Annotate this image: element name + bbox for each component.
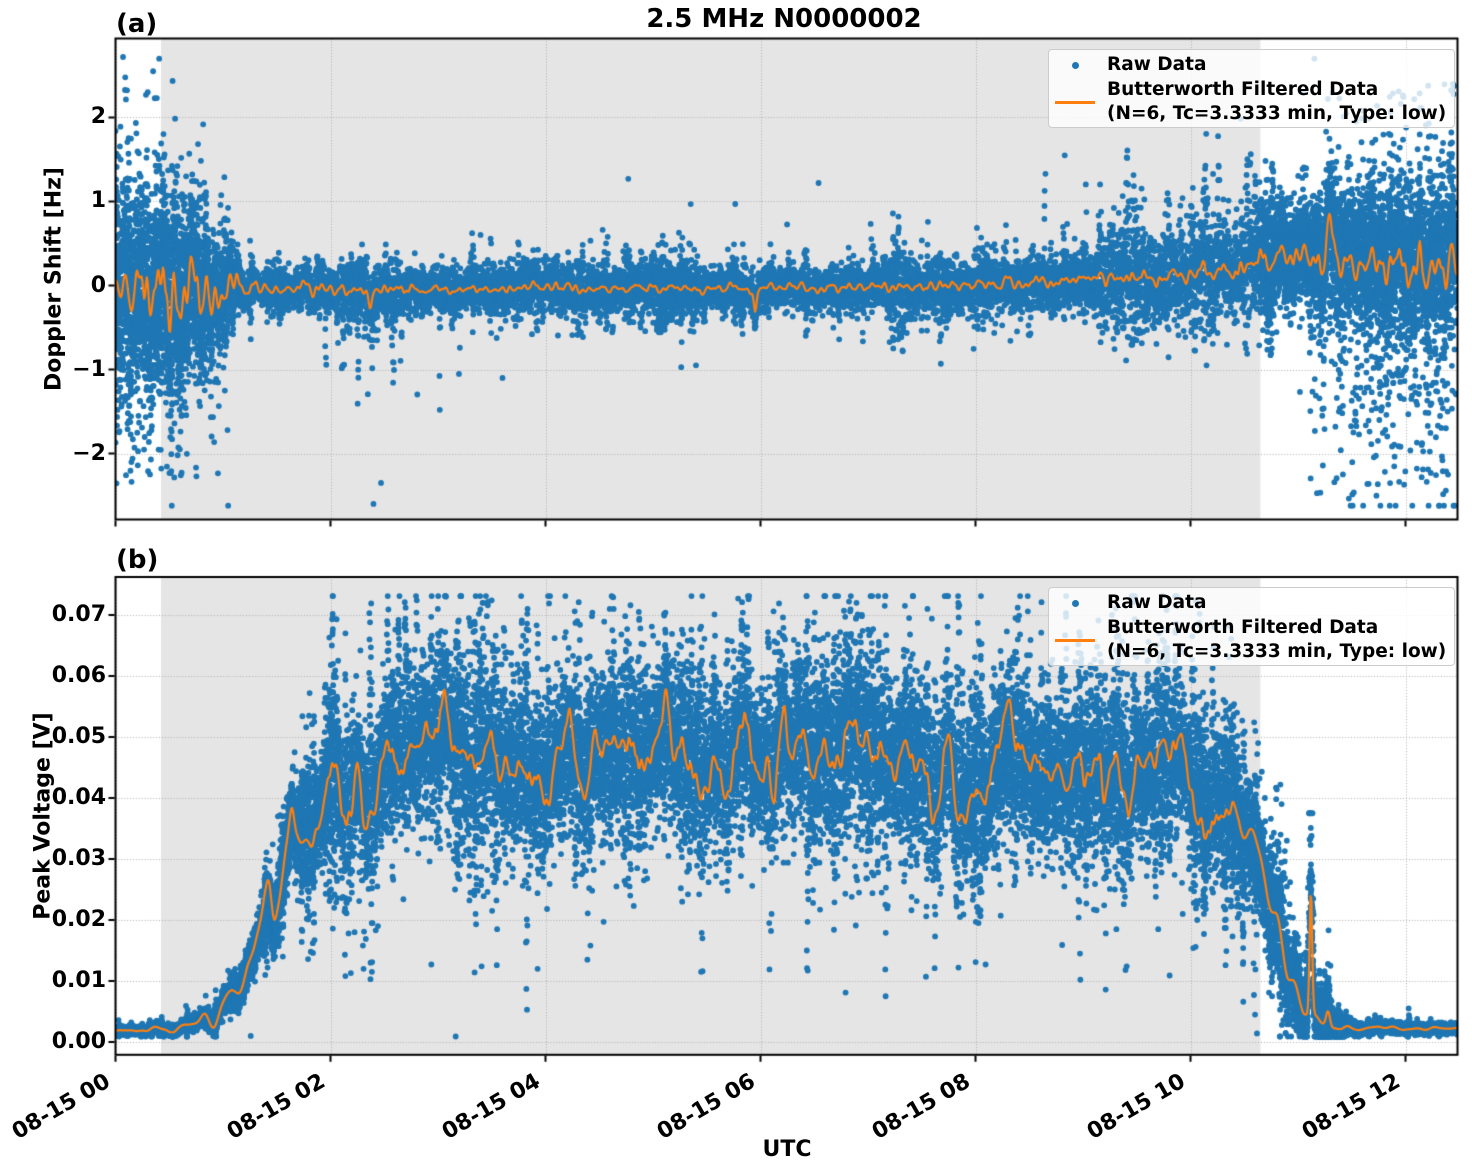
y-tick-label-b: 0.01 bbox=[51, 967, 106, 993]
legend-filtered-sublabel: (N=6, Tc=3.3333 min, Type: low) bbox=[1107, 641, 1447, 662]
chart-title: 2.5 MHz N0000002 bbox=[646, 4, 922, 34]
y-tick-label-a: −2 bbox=[72, 440, 106, 466]
legend-b: Raw Data Butterworth Filtered Data (N=6,… bbox=[1048, 587, 1455, 666]
y-tick-label-b: 0.00 bbox=[51, 1028, 106, 1054]
legend-raw-label: Raw Data bbox=[1107, 54, 1207, 75]
legend-filtered-marker-icon bbox=[1055, 638, 1095, 642]
y-axis-label-a: Doppler Shift [Hz] bbox=[41, 167, 67, 391]
legend-raw-marker-icon bbox=[1071, 61, 1079, 69]
y-tick-label-b: 0.02 bbox=[51, 906, 106, 932]
legend-entry-raw: Raw Data bbox=[1053, 590, 1446, 616]
x-axis-label: UTC bbox=[762, 1137, 812, 1162]
legend-entry-filtered: Butterworth Filtered Data (N=6, Tc=3.333… bbox=[1053, 78, 1446, 126]
y-tick-label-b: 0.05 bbox=[51, 723, 106, 749]
legend-filtered-marker-icon bbox=[1055, 100, 1095, 104]
y-tick-label-b: 0.04 bbox=[51, 784, 106, 810]
legend-raw-label: Raw Data bbox=[1107, 592, 1207, 613]
legend-entry-raw: Raw Data bbox=[1053, 52, 1446, 78]
y-tick-label-b: 0.07 bbox=[51, 602, 106, 627]
y-tick-label-b: 0.06 bbox=[51, 663, 106, 688]
legend-filtered-label: Butterworth Filtered Data bbox=[1107, 79, 1379, 100]
y-tick-label-a: 2 bbox=[90, 104, 106, 130]
legend-raw-marker-icon bbox=[1071, 599, 1079, 607]
y-tick-label-a: 1 bbox=[90, 188, 106, 214]
y-tick-label-a: −1 bbox=[72, 356, 106, 382]
y-tick-label-b: 0.03 bbox=[51, 845, 106, 871]
legend-a: Raw Data Butterworth Filtered Data (N=6,… bbox=[1048, 49, 1455, 128]
y-tick-label-a: 0 bbox=[90, 272, 106, 298]
legend-filtered-sublabel: (N=6, Tc=3.3333 min, Type: low) bbox=[1107, 103, 1447, 124]
legend-entry-filtered: Butterworth Filtered Data (N=6, Tc=3.333… bbox=[1053, 616, 1446, 664]
panel-a-label: (a) bbox=[116, 9, 158, 39]
legend-filtered-label: Butterworth Filtered Data bbox=[1107, 617, 1379, 638]
panel-b-label: (b) bbox=[116, 545, 159, 575]
